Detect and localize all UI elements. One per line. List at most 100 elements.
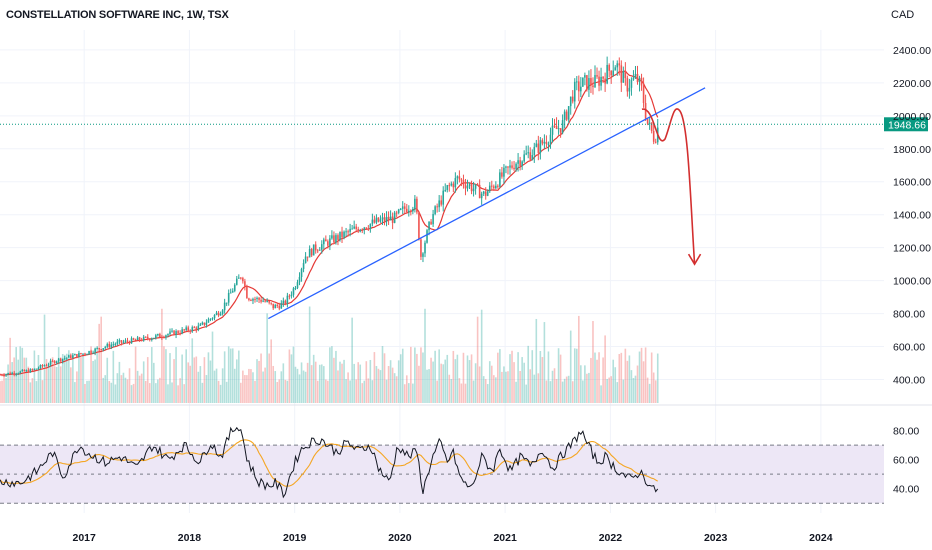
volume-bar	[70, 367, 72, 403]
volume-bar	[286, 380, 289, 403]
volume-bar	[124, 377, 127, 403]
candle-body	[555, 125, 558, 129]
volume-bar	[306, 362, 309, 403]
volume-bar	[541, 357, 544, 403]
volume-bar	[592, 321, 594, 403]
candle-body	[353, 226, 355, 229]
candle-body	[420, 239, 422, 257]
candle-body	[142, 336, 145, 341]
volume-bar	[401, 348, 404, 403]
candle-body	[410, 210, 412, 212]
volume-bar	[80, 357, 82, 403]
volume-bar	[316, 380, 319, 403]
volume-bar	[359, 364, 362, 403]
volume-bar	[120, 375, 123, 403]
candle-body	[193, 327, 196, 329]
candle-body	[596, 75, 598, 77]
volume-bar	[379, 370, 382, 403]
volume-bar	[537, 373, 540, 403]
volume-bar	[146, 357, 149, 403]
volume-bar	[387, 366, 390, 403]
candle-body	[606, 64, 608, 84]
volume-bar	[116, 373, 119, 403]
forecast-arrowhead	[687, 253, 702, 266]
volume-bar	[549, 381, 552, 403]
candle-body	[452, 183, 455, 188]
candle-body	[426, 230, 428, 243]
candle-body	[430, 221, 432, 225]
candle-body	[375, 217, 378, 223]
candle-body	[254, 298, 256, 300]
volume-bar	[523, 362, 525, 403]
volume-bar	[600, 385, 602, 403]
candle-body	[195, 327, 198, 330]
candle-body	[505, 166, 507, 168]
volume-bar	[430, 357, 432, 403]
volume-bar	[478, 366, 481, 403]
candle-body	[314, 244, 317, 251]
candle-body	[575, 81, 578, 83]
candle-body	[92, 352, 94, 354]
candle-body	[446, 185, 449, 190]
volume-bar	[323, 366, 325, 403]
candle-body	[57, 358, 60, 362]
volume-bar	[497, 352, 499, 403]
candle-body	[507, 166, 509, 168]
candle-body	[17, 373, 20, 375]
candle-body	[124, 340, 127, 342]
volume-bar	[503, 366, 505, 403]
candle-body	[345, 231, 347, 233]
volume-bar	[90, 346, 92, 403]
volume-bar	[244, 375, 246, 403]
volume-bar	[88, 380, 90, 403]
volume-bar	[185, 349, 187, 403]
candle-body	[187, 327, 190, 331]
volume-bar	[642, 361, 645, 403]
volume-bar	[193, 357, 196, 403]
volume-bar	[312, 354, 315, 403]
volume-bar	[27, 366, 30, 403]
volume-bar	[219, 384, 222, 403]
volume-bar	[490, 365, 493, 403]
volume-bar	[610, 376, 612, 403]
volume-bar	[381, 346, 384, 403]
volume-bar	[513, 362, 515, 403]
candle-body	[474, 184, 477, 189]
candle-body	[296, 282, 299, 289]
candle-body	[159, 333, 161, 338]
candle-body	[608, 64, 610, 71]
volume-bar	[606, 378, 608, 403]
candle-body	[233, 284, 236, 291]
volume-bar	[656, 353, 659, 403]
volume-bar	[142, 361, 145, 403]
volume-bar	[276, 382, 279, 403]
volume-bar	[598, 352, 600, 403]
volume-bar	[106, 357, 109, 403]
volume-bar	[195, 356, 198, 403]
volume-bar	[341, 363, 343, 403]
candle-body	[403, 206, 406, 209]
volume-bar	[256, 359, 258, 403]
candle-body	[578, 81, 580, 92]
candle-body	[175, 331, 177, 336]
volume-bar	[35, 381, 38, 403]
candle-body	[480, 193, 483, 199]
volume-bar	[246, 375, 248, 403]
candle-body	[614, 67, 617, 71]
candle-body	[547, 143, 550, 145]
candle-body	[130, 338, 133, 344]
candle-body	[586, 75, 588, 90]
volume-bar	[438, 349, 440, 403]
candle-body	[292, 288, 295, 295]
volume-bar	[223, 351, 226, 403]
candle-body	[157, 333, 159, 336]
volume-bar	[405, 375, 408, 403]
candle-body	[179, 333, 181, 335]
candle-body	[499, 172, 501, 187]
volume-bar	[29, 382, 32, 403]
volume-bar	[304, 371, 307, 403]
volume-bar	[173, 359, 175, 403]
trendline	[268, 87, 706, 320]
volume-bar	[252, 372, 254, 403]
volume-bar	[225, 381, 228, 403]
